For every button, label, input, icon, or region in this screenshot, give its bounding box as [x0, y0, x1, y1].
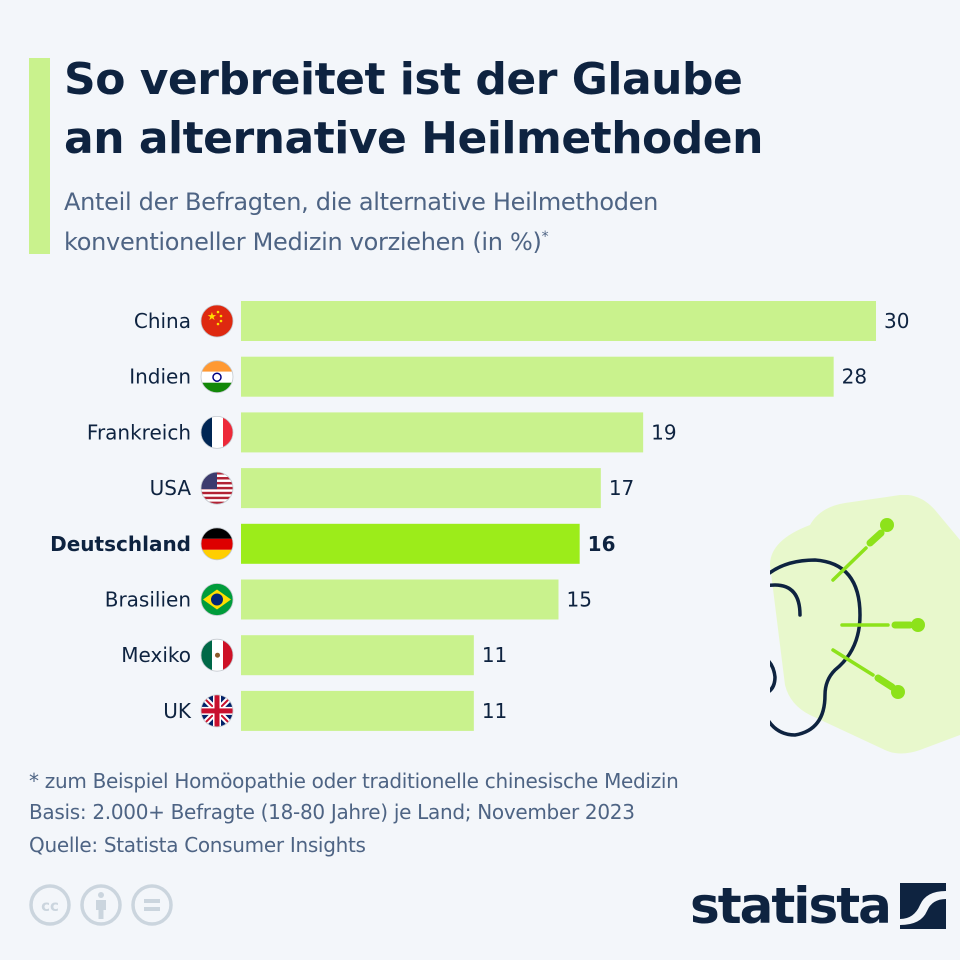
category-label: Brasilien [105, 588, 191, 612]
title-accent-bar [29, 58, 50, 254]
acupuncture-needles-icon [831, 518, 925, 699]
bar-row-indien: Indien 28 [129, 356, 867, 397]
footnote-basis: Basis: 2.000+ Befragte (18-80 Jahre) je … [29, 800, 635, 824]
source-text: Quelle: Statista Consumer Insights [29, 833, 366, 857]
bar-row-frankreich: Frankreich 19 [87, 412, 677, 453]
footnotes: * zum Beispiel Homöopathie oder traditio… [29, 766, 679, 861]
ear-icon [770, 558, 862, 737]
mexico-flag-icon [200, 638, 234, 672]
statista-logo-icon [899, 883, 946, 929]
china-flag-icon: ★ [200, 304, 234, 338]
logo-text: statista [690, 877, 892, 935]
category-label: China [134, 309, 191, 333]
category-label: Mexiko [121, 643, 191, 667]
attribution-icon[interactable] [79, 883, 123, 927]
value-label: 19 [651, 420, 676, 444]
value-label: 16 [588, 532, 616, 556]
bar [241, 635, 474, 676]
svg-text:cc: cc [41, 897, 59, 915]
bar-row-china: China ★ 30 [134, 301, 909, 341]
subtitle-line-2: konventioneller Medizin vorziehen (in %) [64, 228, 542, 256]
india-flag-icon [200, 360, 234, 394]
acupuncture-ear-illustration [770, 495, 960, 754]
bar [241, 301, 876, 341]
chart-title: So verbreitet ist der Glaube an alternat… [64, 50, 944, 168]
bar-row-uk: UK 11 [163, 690, 507, 731]
value-label: 30 [884, 309, 909, 333]
no-derivatives-icon[interactable] [130, 883, 174, 927]
category-label: UK [163, 699, 192, 723]
value-label: 11 [482, 699, 507, 723]
bar-chart: China ★ 30 Indien 28 Frankreich 19 USA 17 Deutsch… [50, 301, 909, 731]
bar-row-deutschland: Deutschland 16 [50, 523, 616, 564]
bar-row-brasilien: Brasilien 15 [105, 579, 592, 620]
bar [241, 523, 580, 564]
footnote-note: * zum Beispiel Homöopathie oder traditio… [29, 769, 679, 793]
title-line-1: So verbreitet ist der Glaube [64, 54, 743, 105]
title-line-2: an alternative Heilmethoden [64, 113, 763, 164]
bar-row-usa: USA 17 [150, 468, 634, 509]
bar [241, 468, 601, 509]
category-label: Indien [129, 365, 191, 389]
bar [241, 356, 834, 397]
value-label: 28 [842, 365, 867, 389]
category-label: Deutschland [50, 532, 191, 556]
footnote-marker: * [541, 229, 549, 245]
subtitle-line-1: Anteil der Befragten, die alternative He… [64, 188, 659, 216]
cc-icon[interactable]: cc [28, 883, 72, 927]
france-flag-icon [200, 415, 234, 449]
uk-flag-icon [200, 694, 234, 728]
category-label: USA [150, 476, 192, 500]
category-label: Frankreich [87, 420, 191, 444]
bar [241, 690, 474, 731]
svg-text:★: ★ [207, 310, 217, 323]
value-label: 15 [567, 588, 592, 612]
brazil-flag-icon [200, 583, 234, 616]
bar [241, 412, 644, 453]
bar-row-mexiko: Mexiko 11 [121, 635, 507, 676]
usa-flag-icon [200, 471, 234, 505]
value-label: 11 [482, 643, 507, 667]
license-icons: cc [28, 883, 174, 927]
chart-subtitle: Anteil der Befragten, die alternative He… [64, 185, 924, 260]
germany-flag-icon [200, 527, 234, 561]
value-label: 17 [609, 476, 634, 500]
bar [241, 579, 559, 620]
statista-logo[interactable]: statista [690, 880, 946, 932]
